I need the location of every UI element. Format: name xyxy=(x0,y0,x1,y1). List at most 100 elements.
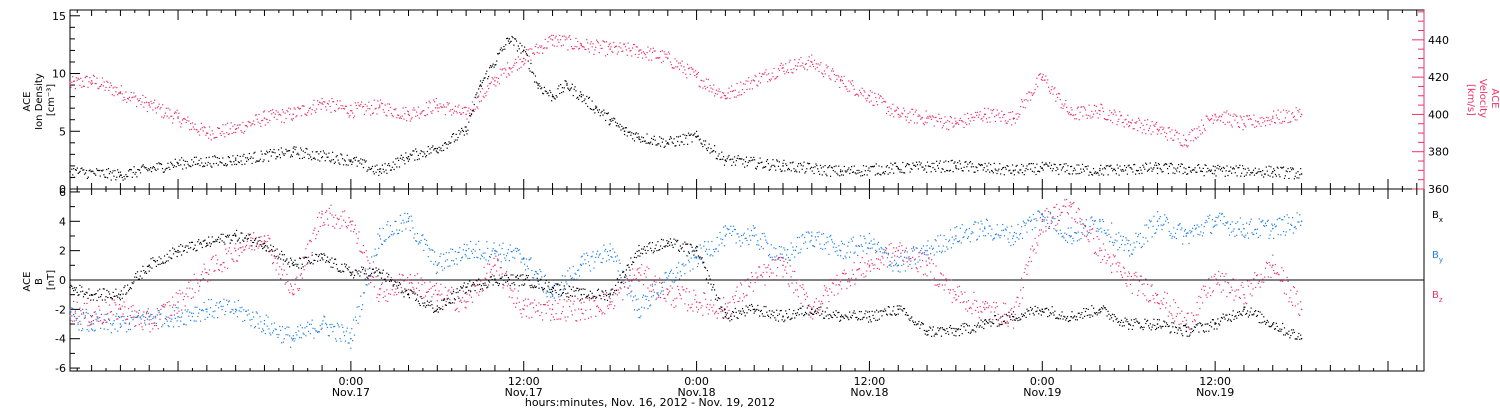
density-series-sample xyxy=(1039,165,1042,168)
by-series-sample xyxy=(524,263,526,265)
by-series-sample xyxy=(569,267,571,269)
density-series-sample xyxy=(766,159,769,161)
density-series-sample xyxy=(998,168,1000,170)
by-series-sample xyxy=(278,334,280,336)
velocity-series-sample xyxy=(123,96,125,98)
velocity-series-sample xyxy=(661,50,663,52)
density-series-sample xyxy=(767,163,769,165)
by-series-sample xyxy=(1043,220,1045,222)
velocity-series-sample xyxy=(595,46,597,48)
by-series-sample xyxy=(813,246,816,248)
density-series-sample xyxy=(588,96,591,99)
by-series-sample xyxy=(1137,236,1139,238)
by-series-sample xyxy=(895,262,898,264)
velocity-series-sample xyxy=(730,90,732,93)
by-series-sample xyxy=(900,255,902,257)
density-series-sample xyxy=(352,157,355,160)
bz-series-sample xyxy=(92,319,95,322)
density-series-sample xyxy=(920,162,922,164)
density-series-sample xyxy=(1272,176,1274,178)
by-series-sample xyxy=(435,272,438,275)
by-series-sample xyxy=(787,257,790,259)
by-series-sample xyxy=(875,252,877,254)
velocity-series-sample xyxy=(921,117,923,119)
velocity-series-sample xyxy=(682,72,684,74)
by-series-sample xyxy=(755,234,757,236)
velocity-series-sample xyxy=(467,110,469,112)
density-series-sample xyxy=(941,168,943,170)
density-series-sample xyxy=(1149,162,1151,164)
by-series-sample xyxy=(724,225,726,227)
by-series-point xyxy=(206,308,208,311)
velocity-series-sample xyxy=(234,124,236,126)
bz-series-sample xyxy=(169,304,171,307)
bz-series-sample xyxy=(294,283,296,285)
velocity-series-sample xyxy=(388,103,391,105)
bz-series-sample xyxy=(175,292,177,294)
by-series-point xyxy=(321,323,323,325)
by-series-sample xyxy=(352,340,354,342)
bz-series-point xyxy=(868,264,871,267)
velocity-series-sample xyxy=(698,85,700,87)
by-series-sample xyxy=(1042,215,1044,218)
velocity-series-sample xyxy=(321,98,323,100)
by-series-sample xyxy=(355,319,357,322)
velocity-series-sample xyxy=(596,39,598,41)
by-series-sample xyxy=(568,285,570,287)
density-series-sample xyxy=(184,160,186,162)
velocity-series-sample xyxy=(1199,129,1201,132)
bz-series-sample xyxy=(127,308,130,310)
bz-series-sample xyxy=(307,243,309,245)
density-series-sample xyxy=(411,154,413,156)
density-series-sample xyxy=(623,127,625,129)
velocity-series-sample xyxy=(1033,92,1035,94)
by-series-sample xyxy=(231,308,233,310)
velocity-series-sample xyxy=(353,115,356,117)
by-series-sample xyxy=(80,310,82,312)
density-series-sample xyxy=(396,166,398,168)
by-series-sample xyxy=(1224,224,1226,226)
bz-series-sample xyxy=(130,306,132,308)
by-series-sample xyxy=(757,240,759,242)
by-series-sample xyxy=(466,244,468,246)
density-series-sample xyxy=(117,171,120,173)
by-series-sample xyxy=(799,252,801,254)
velocity-series-sample xyxy=(1064,103,1066,105)
density-series-sample xyxy=(976,167,978,169)
velocity-series-sample xyxy=(1213,119,1215,121)
by-series-sample xyxy=(1036,220,1038,222)
by-series-sample xyxy=(185,324,187,326)
density-series-sample xyxy=(1186,173,1188,175)
by-series-sample xyxy=(463,243,465,245)
velocity-series-sample xyxy=(742,83,744,85)
density-series-sample xyxy=(199,164,201,167)
by-series-sample xyxy=(837,254,839,256)
velocity-series-sample xyxy=(297,106,299,108)
density-series-sample xyxy=(470,115,472,117)
velocity-series-sample xyxy=(1133,127,1135,130)
by-series-sample xyxy=(1161,228,1163,231)
by-series-sample xyxy=(622,270,624,272)
velocity-series-point xyxy=(1041,76,1043,78)
density-series-sample xyxy=(829,175,832,177)
density-series-sample xyxy=(661,141,663,143)
by-series-sample xyxy=(655,298,657,301)
density-series-sample xyxy=(403,159,405,162)
density-series-sample xyxy=(890,162,892,164)
density-series-sample xyxy=(713,145,716,147)
velocity-series-sample xyxy=(1162,129,1164,131)
bz-series-sample xyxy=(211,257,213,259)
velocity-series-sample xyxy=(1080,106,1082,108)
by-series-sample xyxy=(188,315,190,317)
velocity-series-sample xyxy=(677,62,680,64)
by-series-point xyxy=(926,249,928,252)
density-series-sample xyxy=(447,143,449,146)
density-series-sample xyxy=(304,151,306,154)
bz-series-sample xyxy=(299,274,302,276)
by-series-sample xyxy=(1128,239,1130,242)
velocity-series-sample xyxy=(118,92,121,94)
velocity-series-sample xyxy=(1239,115,1241,117)
by-series-sample xyxy=(153,316,155,318)
by-series-sample xyxy=(572,265,574,268)
by-series-sample xyxy=(778,245,781,248)
